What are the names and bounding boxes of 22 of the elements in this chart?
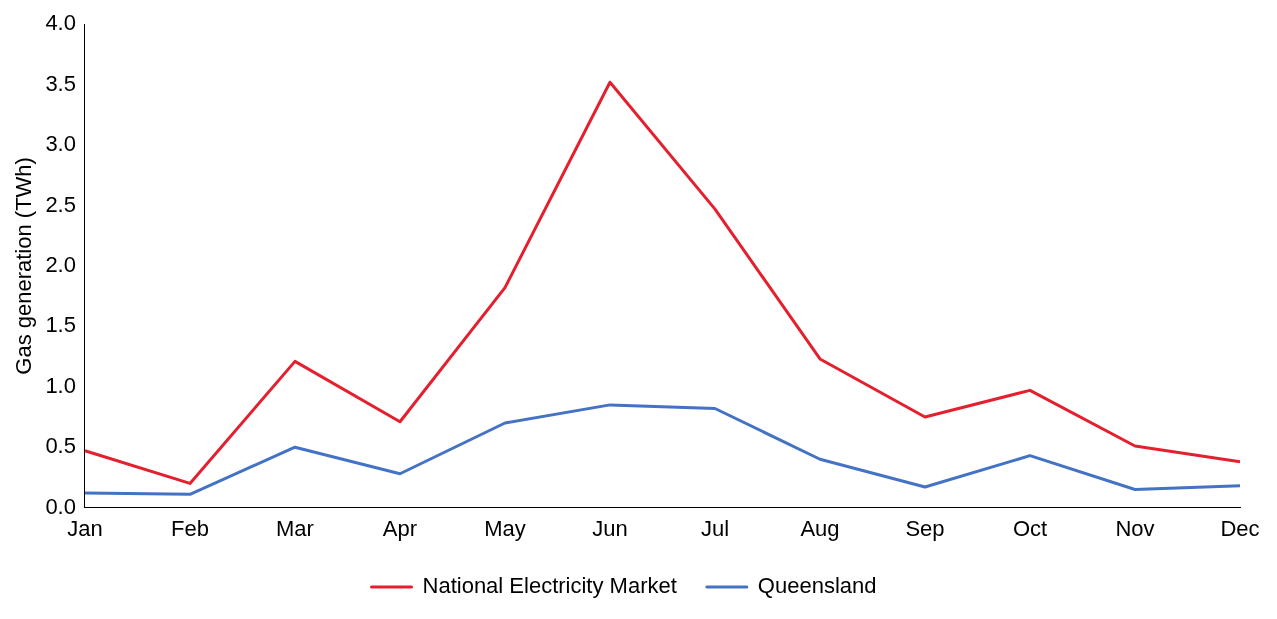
y-tick-label: 0.5 [45,433,76,459]
x-tick-label: Jul [700,515,730,541]
y-axis-title: Gas generation (TWh) [11,157,37,375]
y-tick-label: 4.0 [45,10,76,36]
y-tick-label: 1.0 [45,372,76,398]
y-tick-label: 2.5 [45,191,76,217]
x-tick-label: Mar [276,515,314,541]
y-tick-label: 2.0 [45,251,76,277]
legend-label: National Electricity Market [422,573,677,599]
y-tick-label: 1.5 [45,312,76,338]
x-tick-label: Aug [800,515,840,541]
y-tick-label: 3.0 [45,131,76,157]
x-tick-label: Nov [1115,515,1155,541]
x-tick-label: Sep [905,515,945,541]
x-tick-label: Jun [592,515,628,541]
x-tick-label: Apr [382,515,418,541]
x-tick-label: Oct [1012,515,1048,541]
legend-label: Queensland [757,573,877,599]
x-tick-label: Feb [171,515,209,541]
y-tick-label: 3.5 [45,70,76,96]
x-tick-label: May [484,515,526,541]
x-tick-label: Dec [1220,515,1260,541]
